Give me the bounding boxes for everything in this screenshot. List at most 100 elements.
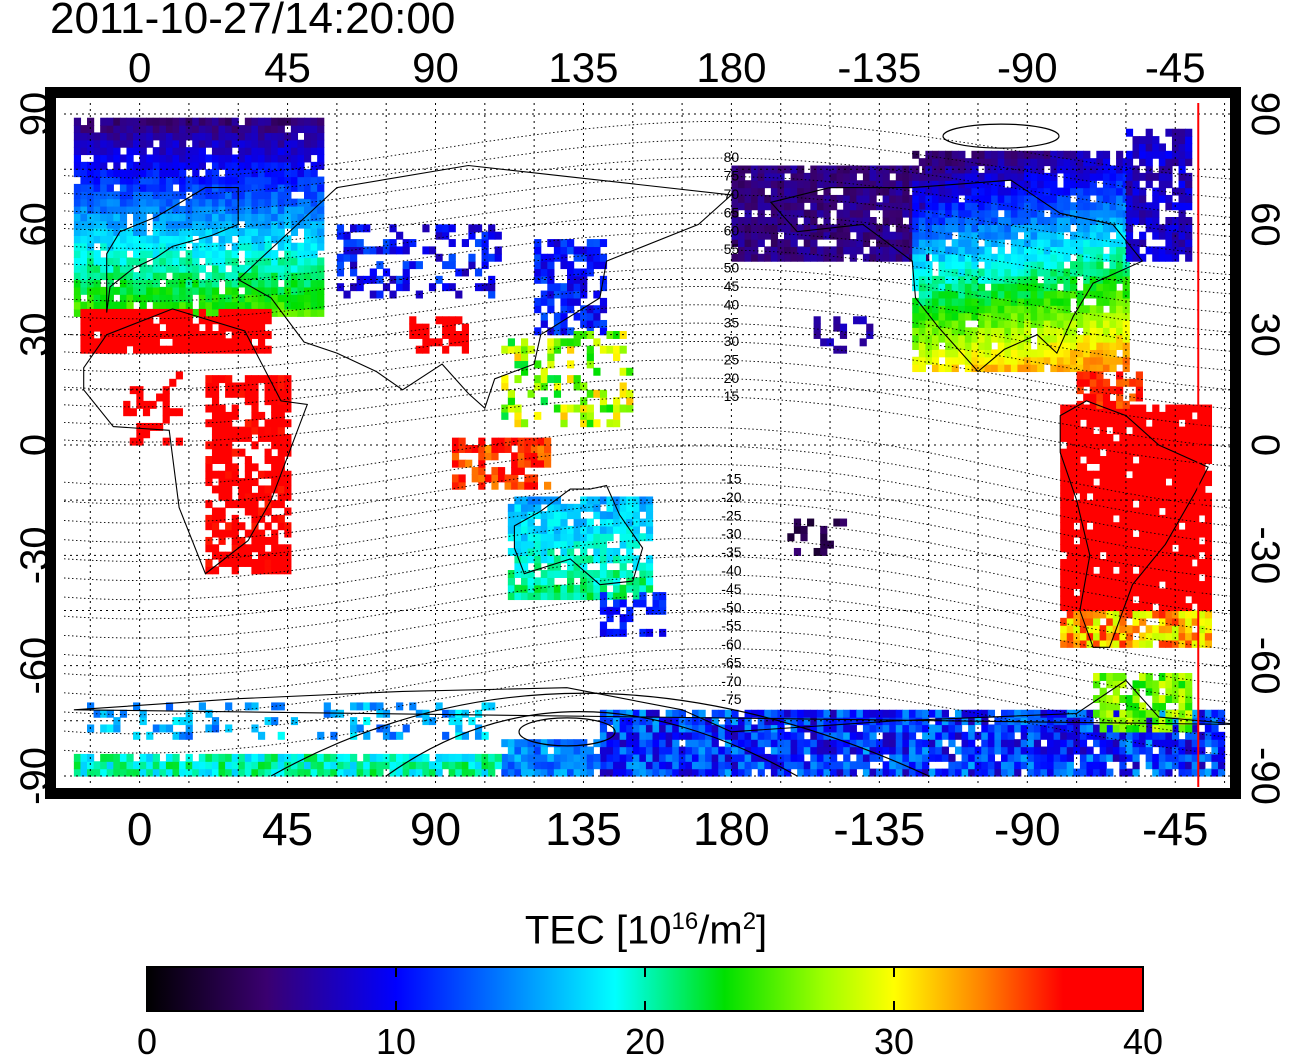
tec-cell xyxy=(1086,573,1094,582)
tec-cell xyxy=(1030,268,1038,277)
tec-cell xyxy=(1017,268,1025,277)
tec-cell xyxy=(218,250,226,259)
tec-cell xyxy=(790,717,798,726)
tec-cell xyxy=(159,139,167,148)
tec-cell xyxy=(520,496,529,505)
tec-cell xyxy=(304,117,312,126)
tec-cell xyxy=(958,342,966,350)
tec-cell xyxy=(1037,217,1045,225)
tec-cell xyxy=(1198,603,1206,612)
tec-cell xyxy=(146,205,154,214)
tec-cell xyxy=(497,437,506,446)
tec-cell xyxy=(613,599,621,608)
tec-cell xyxy=(1116,150,1124,159)
tec-cell xyxy=(402,268,410,277)
tec-cell xyxy=(547,518,555,527)
tec-cell xyxy=(1099,522,1107,531)
tec-cell xyxy=(931,342,940,350)
tec-cell xyxy=(1171,536,1180,545)
tec-cell xyxy=(1037,187,1045,196)
tec-cell xyxy=(843,768,851,777)
tec-cell xyxy=(895,194,903,203)
tec-cell xyxy=(731,209,739,218)
tec-cell xyxy=(1119,639,1127,648)
tec-cell xyxy=(1185,253,1193,262)
tec-cell xyxy=(1158,761,1166,770)
tec-cell xyxy=(1060,478,1068,487)
tec-cell xyxy=(520,353,529,362)
tec-cell xyxy=(1165,761,1173,770)
tec-cell xyxy=(547,592,555,601)
tec-cell xyxy=(1076,194,1084,203)
tec-cell xyxy=(152,205,160,214)
tec-cell xyxy=(100,125,108,134)
tec-cell xyxy=(317,228,325,236)
tec-cell xyxy=(179,235,187,244)
tec-cell xyxy=(1198,404,1206,413)
tec-cell xyxy=(1171,588,1180,597)
tec-cell xyxy=(1089,209,1097,218)
tec-cell xyxy=(1139,581,1147,590)
tec-cell xyxy=(1004,349,1012,358)
tec-cell xyxy=(1073,500,1081,509)
tec-cell xyxy=(87,191,95,200)
tec-cell xyxy=(1106,746,1114,755)
tec-cell xyxy=(1191,426,1199,435)
tec-cell xyxy=(1112,603,1120,612)
tec-cell xyxy=(606,525,614,534)
tec-cell xyxy=(369,290,377,299)
tec-cell xyxy=(211,250,220,259)
tec-cell xyxy=(1119,470,1127,479)
tec-cell xyxy=(257,228,266,236)
tec-cell xyxy=(964,261,973,270)
tec-cell xyxy=(264,117,272,126)
tec-cell xyxy=(1070,349,1078,358)
tec-cell xyxy=(1060,448,1068,457)
tec-cell xyxy=(257,294,266,303)
tec-cell xyxy=(823,761,831,770)
tec-cell xyxy=(1204,411,1213,420)
tec-cell xyxy=(544,445,552,453)
tec-cell xyxy=(113,205,121,214)
tec-cell xyxy=(1043,194,1051,203)
tec-cell xyxy=(520,540,529,549)
tec-cell xyxy=(277,308,285,317)
tec-cell xyxy=(93,345,101,354)
tec-cell xyxy=(225,161,233,170)
tec-cell xyxy=(1145,217,1153,225)
tec-cell xyxy=(599,599,608,608)
tec-cell xyxy=(606,555,614,564)
tec-cell xyxy=(1152,478,1160,487)
tec-cell xyxy=(1139,419,1147,428)
tec-cell xyxy=(764,731,772,740)
tec-cell xyxy=(211,154,220,163)
tec-cell xyxy=(1093,588,1101,597)
tec-cell xyxy=(1178,158,1186,167)
tec-cell xyxy=(461,323,469,332)
tec-cell xyxy=(231,286,239,295)
tec-cell xyxy=(1191,761,1199,770)
tec-cell xyxy=(126,183,134,192)
tec-cell xyxy=(1165,559,1173,567)
tec-cell xyxy=(251,125,259,134)
tec-cell xyxy=(244,308,252,317)
tec-cell xyxy=(284,389,292,398)
tec-cell xyxy=(856,239,864,248)
tec-cell xyxy=(251,566,259,575)
tec-cell xyxy=(1060,753,1068,762)
tec-cell xyxy=(1076,319,1084,328)
tec-cell xyxy=(1122,349,1130,358)
tec-cell xyxy=(724,717,733,726)
tec-cell xyxy=(251,161,259,170)
tec-cell xyxy=(126,323,134,332)
tec-cell xyxy=(928,731,936,740)
tec-cell xyxy=(172,308,180,317)
tec-cell xyxy=(172,294,180,303)
tec-cell xyxy=(1079,426,1088,435)
tec-cell xyxy=(1083,349,1091,358)
tec-cell xyxy=(1030,349,1038,358)
tec-cell xyxy=(277,198,285,207)
tec-cell xyxy=(1158,746,1166,755)
tec-cell xyxy=(540,382,548,391)
tec-cell xyxy=(895,731,903,740)
